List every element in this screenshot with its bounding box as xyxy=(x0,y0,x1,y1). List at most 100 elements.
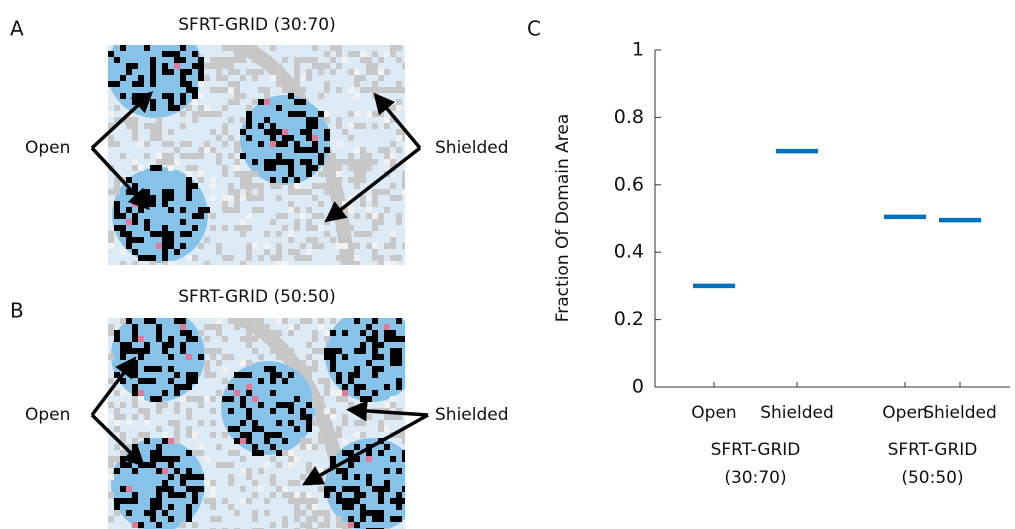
pixel xyxy=(390,231,396,237)
pixel xyxy=(114,336,120,342)
pixel xyxy=(180,219,186,225)
pixel xyxy=(360,402,366,408)
pixel xyxy=(348,177,354,183)
pixel xyxy=(312,360,318,366)
pixel xyxy=(264,93,270,99)
pixel xyxy=(378,57,384,63)
pixel xyxy=(342,474,348,480)
pixel xyxy=(390,516,396,522)
pixel xyxy=(108,135,114,141)
pixel xyxy=(306,444,312,450)
pixel xyxy=(126,318,132,324)
pixel xyxy=(402,171,405,177)
pixel xyxy=(120,318,126,324)
pixel xyxy=(108,390,114,396)
pixel xyxy=(150,510,156,516)
pixel xyxy=(240,219,246,225)
pixel xyxy=(390,159,396,165)
pixel xyxy=(318,63,324,69)
pixel xyxy=(366,213,372,219)
arrow xyxy=(90,146,150,211)
pixel xyxy=(222,201,228,207)
pixel xyxy=(174,492,180,498)
pixel xyxy=(312,147,318,153)
pixel xyxy=(204,237,210,243)
pixel xyxy=(192,153,198,159)
pixel xyxy=(246,432,252,438)
pixel xyxy=(210,480,216,486)
pixel xyxy=(360,123,366,129)
pixel xyxy=(312,504,318,510)
pixel xyxy=(390,348,396,354)
pixel xyxy=(234,81,240,87)
pixel xyxy=(132,129,138,135)
pixel xyxy=(186,414,192,420)
pixel xyxy=(228,462,234,468)
pixel xyxy=(192,213,198,219)
pixel xyxy=(192,87,198,93)
group-label: SFRT-GRID xyxy=(888,440,978,460)
pixel xyxy=(282,492,288,498)
pixel xyxy=(270,480,276,486)
pixel xyxy=(366,87,372,93)
pixel xyxy=(228,474,234,480)
pixel xyxy=(168,69,174,75)
pixel xyxy=(300,510,306,516)
pixel xyxy=(324,354,330,360)
pixel xyxy=(294,504,300,510)
pixel xyxy=(330,390,336,396)
pixel xyxy=(240,402,246,408)
pixel xyxy=(378,366,384,372)
pixel xyxy=(156,135,162,141)
pixel xyxy=(168,516,174,522)
pixel xyxy=(120,225,126,231)
pixel xyxy=(138,93,144,99)
pixel xyxy=(312,330,318,336)
pixel xyxy=(306,57,312,63)
pixel xyxy=(228,135,234,141)
pixel xyxy=(342,468,348,474)
pixel xyxy=(402,243,405,249)
pixel xyxy=(222,105,228,111)
pixel xyxy=(324,384,330,390)
pixel xyxy=(270,129,276,135)
pixel xyxy=(318,243,324,249)
pixel xyxy=(162,63,168,69)
pixel xyxy=(156,408,162,414)
pixel xyxy=(366,153,372,159)
pixel xyxy=(348,165,354,171)
pixel xyxy=(318,213,324,219)
pixel xyxy=(324,51,330,57)
pixel xyxy=(294,141,300,147)
pixel xyxy=(204,348,210,354)
pixel xyxy=(132,213,138,219)
pixel xyxy=(240,93,246,99)
pixel xyxy=(336,87,342,93)
pixel xyxy=(228,195,234,201)
pixel xyxy=(354,384,360,390)
pixel xyxy=(366,69,372,75)
pixel xyxy=(312,183,318,189)
pixel xyxy=(252,69,258,75)
pixel xyxy=(282,378,288,384)
pixel xyxy=(156,456,162,462)
pixel xyxy=(282,486,288,492)
pixel xyxy=(252,183,258,189)
pixel xyxy=(228,396,234,402)
pixel xyxy=(174,57,180,63)
pixel xyxy=(210,147,216,153)
pixel xyxy=(216,159,222,165)
pixel xyxy=(390,330,396,336)
pixel xyxy=(126,498,132,504)
pixel xyxy=(360,348,366,354)
pixel xyxy=(282,402,288,408)
pixel xyxy=(174,63,180,69)
pixel xyxy=(300,492,306,498)
pixel xyxy=(150,81,156,87)
pixel xyxy=(288,456,294,462)
pixel xyxy=(354,165,360,171)
pixel xyxy=(324,378,330,384)
pixel xyxy=(186,474,192,480)
pixel xyxy=(306,237,312,243)
pixel xyxy=(342,420,348,426)
